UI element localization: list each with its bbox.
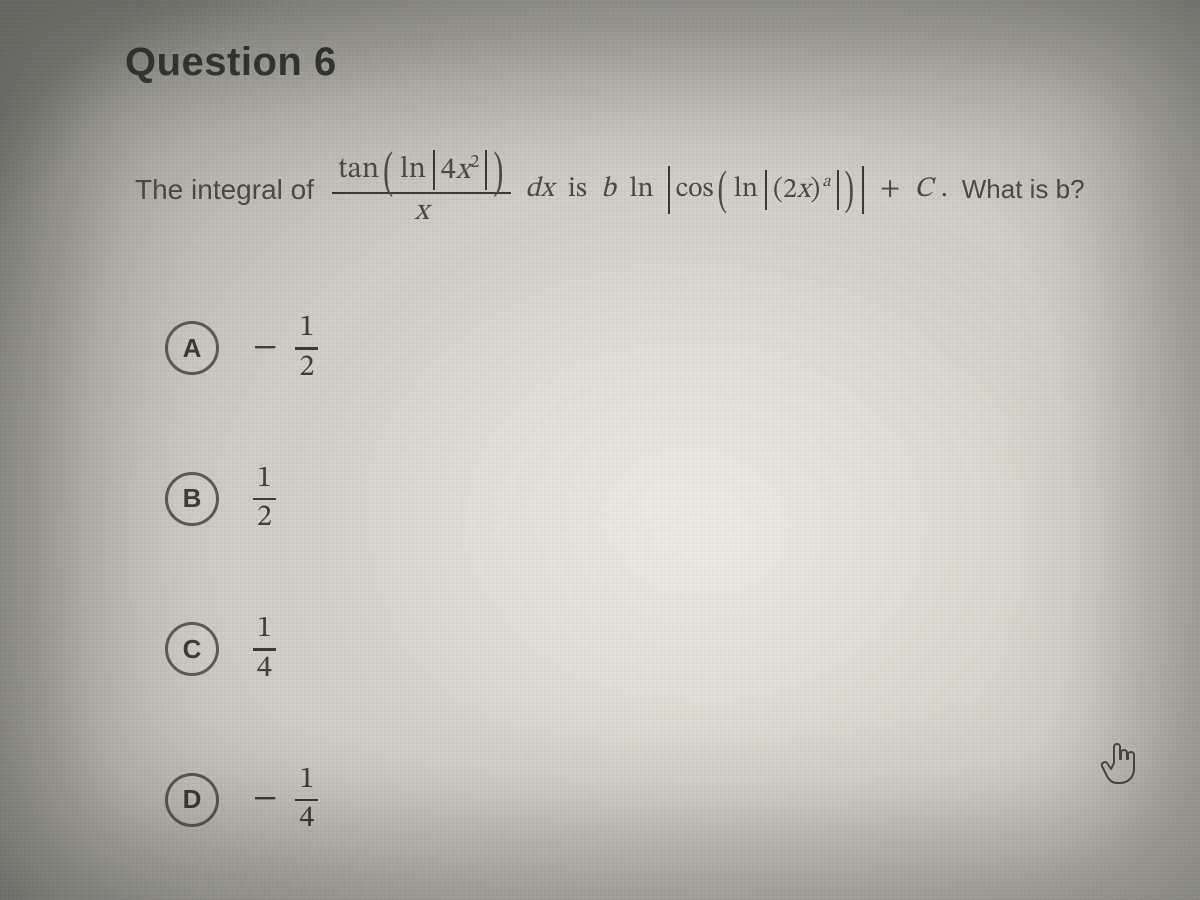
fn-ln-2: ln	[630, 172, 654, 207]
stem-trail-text: What is b?	[962, 174, 1085, 205]
option-d-den: 4	[295, 803, 318, 836]
abs-bars: 4x2	[433, 150, 487, 190]
const-C: C	[914, 172, 933, 207]
rparen: )	[491, 142, 505, 198]
fraction-bar	[295, 347, 318, 350]
stem-lead-text: The integral of	[135, 174, 314, 206]
option-b-den: 2	[253, 502, 276, 535]
option-a-sign: −	[253, 327, 277, 370]
option-b-letter: B	[183, 483, 202, 514]
rparen-2: )	[843, 162, 856, 216]
option-c[interactable]: C 1 4	[165, 613, 318, 686]
fn-ln: ln	[400, 154, 426, 187]
option-c-letter: C	[183, 634, 202, 665]
option-c-value: 1 4	[253, 613, 276, 686]
var-x: x	[456, 156, 470, 186]
option-b-bubble[interactable]: B	[165, 472, 219, 526]
inner-abs: (2x)a	[765, 170, 839, 210]
option-a-value: − 1 2	[253, 312, 318, 385]
fraction-bar	[295, 799, 318, 802]
option-a-bubble[interactable]: A	[165, 321, 219, 375]
var-x-2: x	[797, 176, 810, 204]
option-b-value: 1 2	[253, 463, 276, 536]
fraction-bar	[253, 648, 276, 651]
lparen: (	[381, 142, 395, 198]
option-a[interactable]: A − 1 2	[165, 312, 318, 385]
fn-tan: tan	[338, 154, 379, 187]
dx: dx	[525, 172, 554, 207]
exp-a: a	[822, 174, 830, 191]
option-c-num: 1	[253, 613, 276, 646]
option-b-num: 1	[253, 463, 276, 496]
coeff-2: 2	[783, 176, 797, 204]
question-stem: The integral of tan ( ln 4x2 ) x dx is b…	[135, 150, 1140, 229]
option-d-sign: −	[253, 778, 277, 821]
option-b[interactable]: B 1 2	[165, 463, 318, 536]
option-c-bubble[interactable]: C	[165, 622, 219, 676]
option-d-value: − 1 4	[253, 764, 318, 837]
fn-ln-3: ln	[734, 172, 758, 207]
b-var: b	[601, 172, 616, 207]
option-a-den: 2	[295, 352, 318, 385]
question-heading: Question 6	[125, 40, 337, 85]
outer-abs: cos ( ln (2x)a )	[668, 166, 864, 214]
option-d[interactable]: D − 1 4	[165, 764, 318, 837]
answer-options: A − 1 2 B 1 2 C 1	[165, 312, 318, 836]
option-c-den: 4	[253, 653, 276, 686]
option-d-letter: D	[183, 784, 202, 815]
option-d-num: 1	[295, 764, 318, 797]
integrand-denominator: x	[409, 196, 435, 229]
option-d-bubble[interactable]: D	[165, 773, 219, 827]
fraction-bar	[253, 498, 276, 501]
lparen-2: (	[716, 162, 729, 216]
hand-pointer-icon	[1100, 739, 1140, 785]
fn-cos: cos	[676, 172, 714, 207]
coeff-4: 4	[441, 156, 456, 186]
exp-2: 2	[470, 154, 479, 172]
integrand-fraction: tan ( ln 4x2 ) x	[332, 150, 511, 229]
option-a-num: 1	[295, 312, 318, 345]
fraction-bar	[332, 192, 511, 194]
lparen-3: (	[773, 176, 783, 204]
option-a-letter: A	[183, 333, 202, 364]
is-text: is	[568, 172, 587, 207]
rparen-3: )	[810, 176, 820, 204]
period: .	[941, 172, 948, 207]
plus-sign: +	[880, 172, 900, 207]
integrand-numerator: tan ( ln 4x2 )	[332, 150, 511, 190]
